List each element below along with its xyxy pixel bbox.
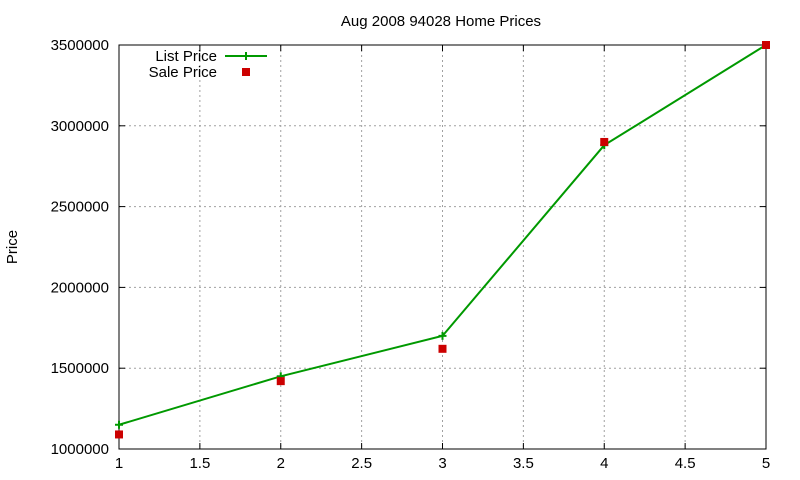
list-price-point	[115, 420, 123, 429]
x-tick-label: 2.5	[351, 455, 372, 472]
data-series	[115, 41, 770, 439]
x-tick-label: 3.5	[513, 455, 534, 472]
legend-swatch-square	[242, 68, 250, 76]
sale-price-point	[600, 137, 609, 146]
x-tick-label: 4.5	[675, 455, 696, 472]
sale-price-point	[276, 377, 285, 386]
x-tick-label: 5	[762, 455, 770, 472]
x-tick-label: 3	[438, 455, 446, 472]
sale-price-point	[115, 430, 123, 439]
x-tick-label: 1	[115, 455, 123, 472]
y-axis-label: Price	[4, 230, 21, 264]
sale-price-point	[762, 41, 770, 49]
legend-label: Sale Price	[149, 64, 217, 81]
x-tick-label: 1.5	[189, 455, 210, 472]
sale-price-point	[438, 344, 447, 353]
legend-label: List Price	[155, 48, 217, 65]
chart-title: Aug 2008 94028 Home Prices	[341, 13, 541, 30]
x-tick-label: 4	[600, 455, 608, 472]
tick-labels: 1 1.5 2 2.5 3 3.5 4 4.5 5 1000000 1500000 2000000 25…	[51, 37, 771, 472]
y-tick-label: 3500000	[51, 37, 109, 54]
y-tick-label: 1500000	[51, 360, 109, 377]
y-tick-label: 1000000	[51, 441, 109, 458]
axes	[118, 44, 767, 450]
y-tick-label: 2500000	[51, 199, 109, 216]
x-tick-label: 2	[277, 455, 285, 472]
y-tick-label: 2000000	[51, 279, 109, 296]
y-tick-label: 3000000	[51, 118, 109, 135]
list-price-point	[438, 331, 447, 340]
